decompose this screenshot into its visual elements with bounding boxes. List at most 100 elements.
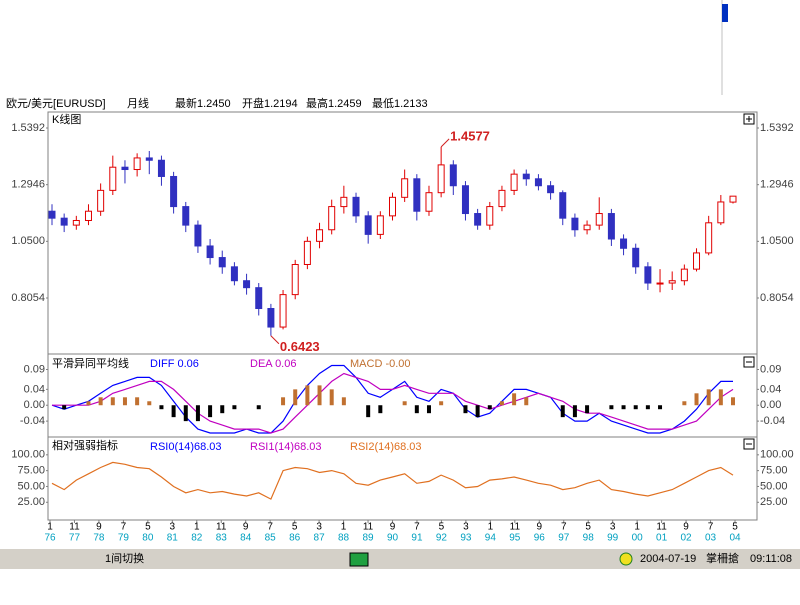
x-tick-year: 00 [632, 533, 644, 544]
histogram-bar [475, 405, 480, 418]
x-tick-month: 5 [732, 522, 738, 533]
candle-body [571, 217, 579, 231]
x-tick-year: 01 [656, 533, 668, 544]
candle-body [267, 308, 275, 328]
y-tick-label-right: 0.00 [760, 399, 781, 411]
x-tick-year: 79 [118, 533, 130, 544]
x-tick-month: 3 [316, 522, 322, 533]
histogram-bar [402, 401, 407, 406]
x-tick-month: 5 [585, 522, 591, 533]
x-tick-month: 5 [145, 522, 151, 533]
candle-body [413, 178, 421, 212]
candle-body [583, 224, 591, 231]
status-icon[interactable] [349, 552, 369, 567]
histogram-bar [220, 405, 225, 414]
x-tick-month: 7 [708, 522, 714, 533]
period[interactable]: 月线 [127, 96, 149, 110]
candle-body [279, 294, 287, 328]
candle-body [218, 257, 226, 268]
pointer [440, 138, 450, 148]
x-tick-month: 11 [510, 522, 521, 533]
low-label: 0.6423 [280, 339, 320, 354]
x-tick-month: 11 [656, 522, 667, 533]
symbol: 欧元/美元[EURUSD] [6, 97, 106, 110]
candle-body [109, 166, 117, 191]
quote-low: 最低1.2133 [372, 97, 428, 110]
candle-body [437, 164, 445, 194]
histogram-bar [86, 401, 91, 406]
histogram-bar [645, 405, 650, 410]
candle-body [522, 173, 530, 180]
y-tick-label-right: 1.5392 [760, 122, 794, 134]
indicator-line [52, 372, 734, 434]
x-tick-year: 99 [607, 533, 619, 544]
histogram-bar [621, 405, 626, 410]
candle-body [595, 213, 603, 226]
candle-body [328, 206, 336, 231]
x-tick-year: 96 [534, 533, 546, 544]
y-tick-label-right: 100.00 [760, 449, 794, 461]
x-tick-month: 5 [292, 522, 298, 533]
histogram-bar [512, 393, 517, 406]
candle-body [206, 245, 214, 259]
histogram-bar [329, 389, 334, 406]
x-tick-month: 9 [96, 522, 102, 533]
candle-body [705, 222, 713, 254]
histogram-bar [378, 405, 383, 414]
histogram-bar [487, 405, 492, 410]
status-bar [0, 549, 800, 569]
x-tick-month: 11 [363, 522, 374, 533]
x-tick-month: 3 [463, 522, 469, 533]
x-tick-month: 9 [683, 522, 689, 533]
x-tick-month: 3 [170, 522, 176, 533]
candle-body [84, 210, 92, 221]
legend-entry: RSI0(14)68.03 [150, 441, 222, 453]
x-tick-month: 7 [267, 522, 273, 533]
candle-body [194, 224, 202, 247]
legend-entry: RSI2(14)68.03 [350, 441, 422, 453]
status-mode[interactable]: 1间切换 [105, 551, 144, 565]
candle-body [680, 268, 688, 282]
collapse-button[interactable] [743, 438, 755, 450]
candle-body [157, 159, 165, 177]
histogram-bar [147, 401, 152, 406]
x-tick-month: 11 [216, 522, 227, 533]
y-tick-label-right: 1.2946 [760, 179, 794, 191]
histogram-bar [317, 385, 322, 406]
x-tick-year: 80 [142, 533, 154, 544]
histogram-bar [718, 389, 723, 406]
y-tick-label: 0.09 [24, 363, 45, 375]
histogram-bar [463, 405, 468, 414]
histogram-bar [232, 405, 237, 410]
panel-title: 平滑异同平均线 [52, 356, 129, 370]
candle-body [340, 196, 348, 208]
indicator-line [51, 461, 734, 500]
collapse-button[interactable] [743, 356, 755, 368]
quote-last: 最新1.2450 [175, 96, 231, 110]
candle-body [644, 266, 652, 284]
candle-body [72, 219, 80, 226]
x-tick-month: 7 [414, 522, 420, 533]
candle-body [486, 206, 494, 226]
candle-body [316, 229, 324, 242]
y-tick-label: 100.00 [11, 449, 45, 461]
x-tick-year: 02 [681, 533, 693, 544]
x-tick-year: 98 [583, 533, 595, 544]
histogram-bar [706, 389, 711, 406]
x-tick-year: 93 [460, 533, 472, 544]
x-tick-month: 1 [47, 522, 53, 533]
x-tick-month: 1 [341, 522, 347, 533]
candle-body [449, 164, 457, 187]
y-tick-label-right: -0.04 [760, 415, 785, 427]
pointer [270, 335, 280, 345]
histogram-bar [171, 405, 176, 418]
candle-body [170, 175, 178, 208]
panel-title: 相对强弱指标 [52, 438, 118, 452]
candle-body [145, 157, 153, 161]
histogram-bar [256, 405, 261, 410]
y-tick-label-right: 50.00 [760, 480, 788, 492]
expand-button[interactable] [743, 113, 755, 125]
x-tick-year: 77 [69, 533, 81, 544]
histogram-bar [366, 405, 371, 418]
